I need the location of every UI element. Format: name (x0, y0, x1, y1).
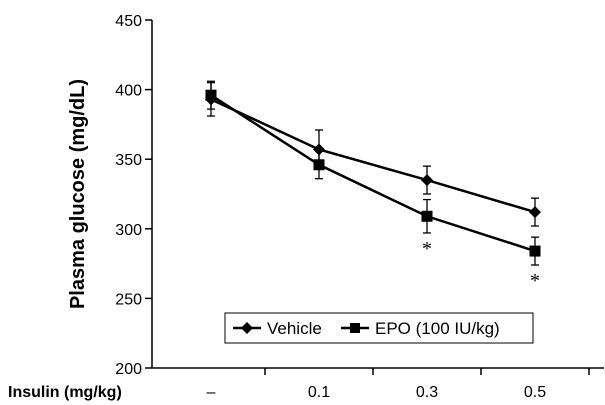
significance-marker: * (422, 238, 432, 260)
x-tick-label: 0.3 (416, 384, 438, 401)
data-point-square (314, 159, 325, 170)
y-tick-label: 450 (115, 13, 142, 30)
y-tick-label: 200 (115, 361, 142, 378)
y-tick-label: 350 (115, 152, 142, 169)
legend-label-epo: EPO (100 IU/kg) (375, 319, 500, 338)
data-point-square (530, 246, 541, 257)
y-axis-ticks: 200 250 300 350 400 450 (115, 13, 152, 378)
series-line (211, 95, 535, 251)
data-point-diamond (529, 206, 541, 218)
x-axis-ticks: – 0.1 0.3 0.5 (207, 368, 589, 401)
series-layer: ** (205, 81, 541, 292)
series-line (211, 99, 535, 212)
data-point-diamond (421, 174, 433, 186)
legend: Vehicle EPO (100 IU/kg) (225, 313, 533, 343)
x-tick-label: 0.5 (524, 384, 546, 401)
legend-label-vehicle: Vehicle (267, 319, 322, 338)
y-tick-label: 400 (115, 83, 142, 100)
y-axis-title: Plasma glucose (mg/dL) (67, 79, 89, 309)
x-tick-label: 0.1 (308, 384, 330, 401)
series-epo: ** (206, 81, 541, 292)
x-axis-title: Insulin (mg/kg) (8, 384, 122, 401)
y-tick-label: 300 (115, 222, 142, 239)
data-point-square (206, 90, 217, 101)
series-vehicle (205, 83, 541, 226)
x-tick-label: – (207, 384, 216, 401)
data-point-square (422, 211, 433, 222)
y-tick-label: 250 (115, 291, 142, 308)
significance-marker: * (530, 270, 540, 292)
legend-marker-epo (350, 323, 360, 333)
